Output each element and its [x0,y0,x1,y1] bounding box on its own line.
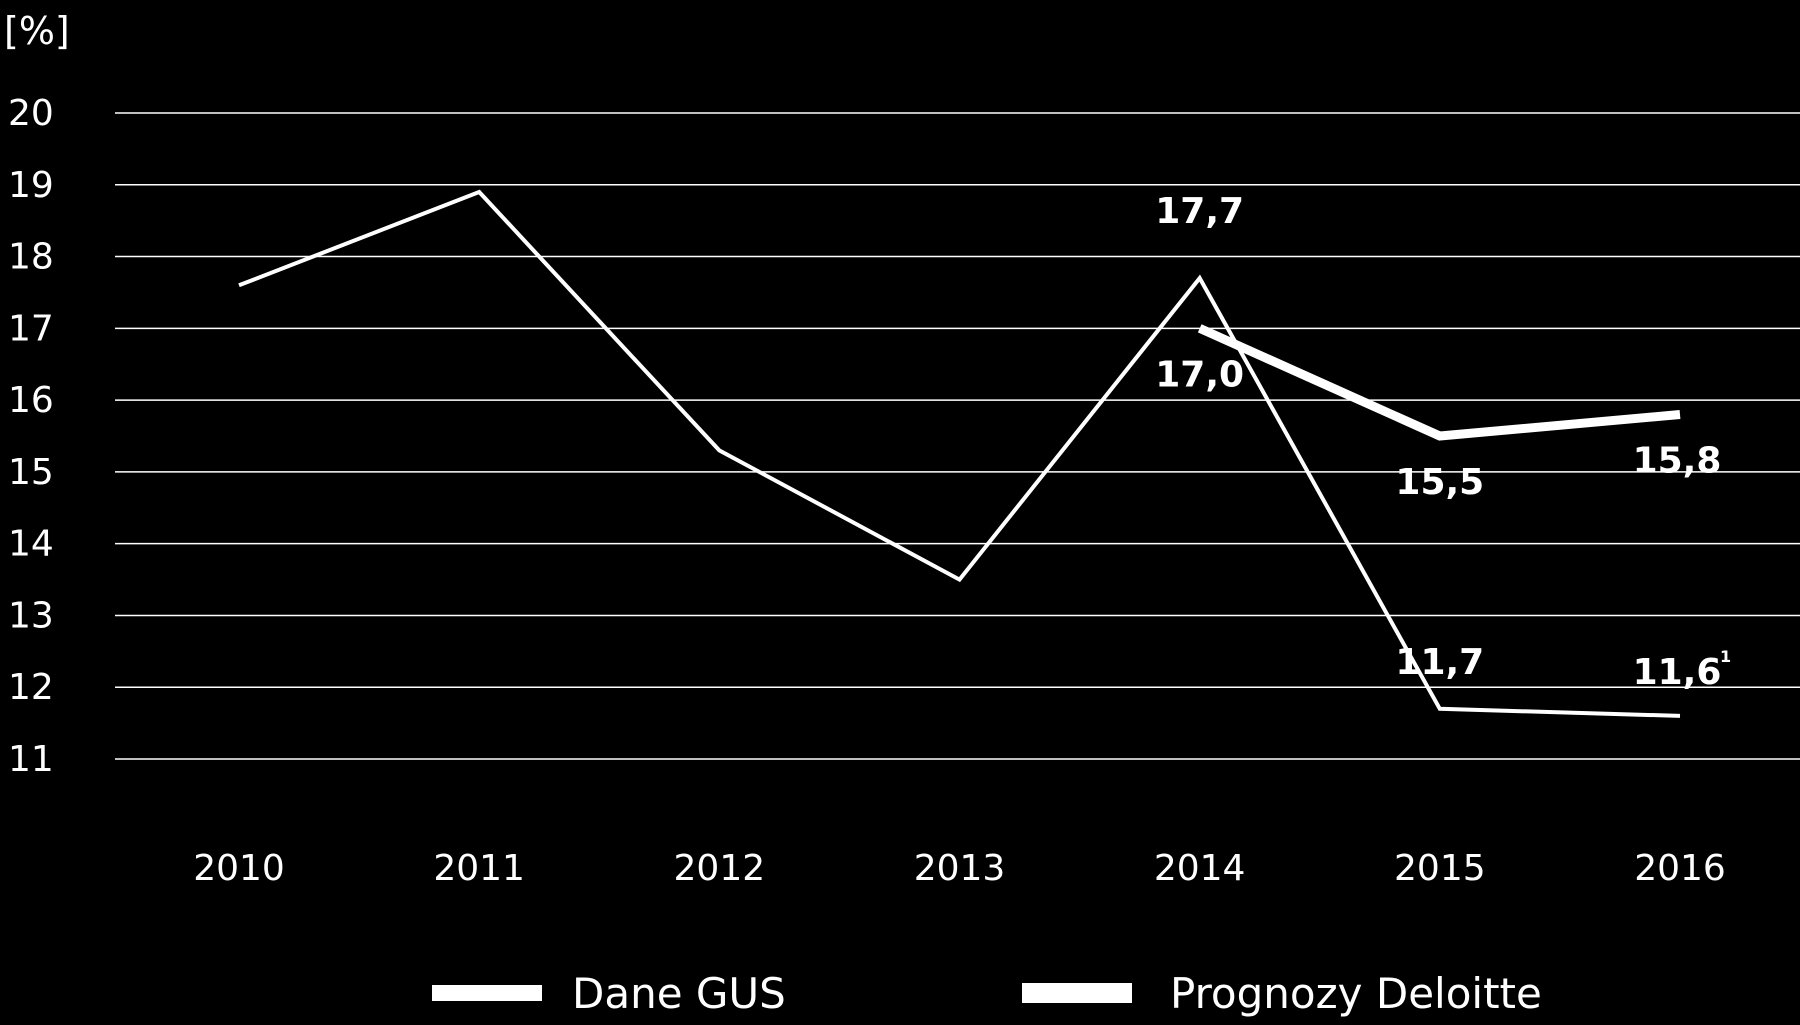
x-tick-label: 2014 [1154,848,1246,889]
y-tick-label: 18 [8,237,54,278]
series-line-dane-gus [238,189,1681,718]
y-axis-unit-label: [%] [4,9,70,53]
y-tick-label: 12 [8,667,54,708]
x-tick-label: 2011 [433,848,525,889]
y-tick-label: 11 [8,739,54,780]
legend-swatch [1022,983,1132,1003]
x-tick-label: 2015 [1394,848,1486,889]
y-tick-label: 19 [8,165,54,206]
data-label: 11,7 [1395,642,1484,683]
legend-label: Prognozy Deloitte [1170,969,1542,1018]
y-axis: [%] 20 19 18 17 16 15 14 13 12 11 [4,9,70,780]
data-label: 11,6 [1633,652,1722,693]
footnote-mark: 1 [1720,647,1731,666]
series-lines [238,189,1681,718]
grid-lines [115,112,1800,760]
legend-swatch [432,985,542,1001]
x-tick-label: 2016 [1634,848,1726,889]
x-tick-label: 2013 [914,848,1006,889]
y-tick-label: 15 [8,452,54,493]
y-tick-label: 17 [8,308,54,349]
legend: Dane GUS Prognozy Deloitte [432,969,1542,1018]
data-label: 17,0 [1155,354,1244,395]
legend-label: Dane GUS [572,969,786,1018]
y-tick-label: 14 [8,524,54,565]
data-label: 17,7 [1155,191,1244,232]
y-tick-label: 16 [8,380,54,421]
x-tick-label: 2010 [193,848,285,889]
data-label: 15,8 [1633,440,1722,481]
data-label: 15,5 [1395,462,1484,503]
y-tick-label: 20 [8,93,54,134]
x-axis: 2010 2011 2012 2013 2014 2015 2016 [193,848,1726,889]
x-tick-label: 2012 [674,848,766,889]
data-labels: 17,7 11,7 11,61 17,0 15,5 15,8 [1155,191,1731,693]
y-tick-label: 13 [8,595,54,636]
series-line-prognozy-deloitte [1197,324,1681,441]
